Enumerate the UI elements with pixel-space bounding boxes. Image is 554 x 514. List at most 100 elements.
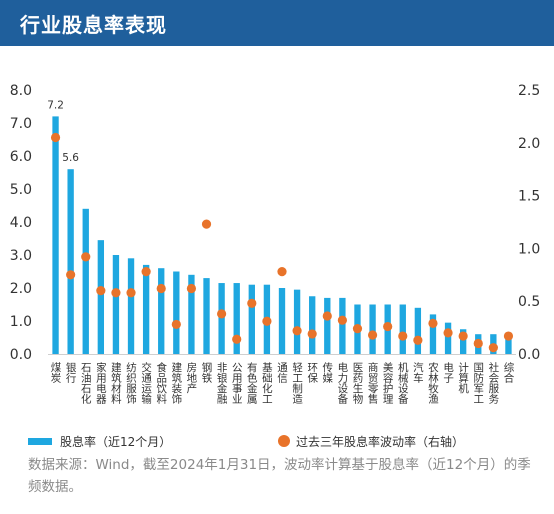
bar xyxy=(459,329,467,354)
x-category-label: 计算机 xyxy=(457,361,469,394)
x-category-label: 轻工制造 xyxy=(291,361,303,404)
x-category-label: 银行 xyxy=(65,361,77,384)
volatility-point xyxy=(383,321,393,332)
volatility-point xyxy=(232,334,242,344)
bar xyxy=(309,296,316,354)
volatility-point xyxy=(413,335,423,345)
legend-dot-label: 过去三年股息率波动率（右轴） xyxy=(296,435,465,449)
header-banner: 行业股息率表现 xyxy=(0,0,554,46)
x-category-label: 家用电器 xyxy=(95,361,107,405)
volatility-point xyxy=(337,315,347,325)
bar xyxy=(399,304,406,354)
volatility-point xyxy=(96,286,106,296)
volatility-point xyxy=(443,328,453,338)
x-category-label: 汽车 xyxy=(412,361,424,384)
page-title: 行业股息率表现 xyxy=(20,13,167,37)
bar xyxy=(142,264,150,354)
volatility-point xyxy=(126,288,136,298)
y-left-tick-label: 4.0 xyxy=(10,215,32,231)
volatility-point xyxy=(398,331,408,341)
bar-data-label: 5.6 xyxy=(62,152,79,164)
volatility-point xyxy=(111,288,121,298)
volatility-point xyxy=(322,311,332,321)
bar xyxy=(82,208,89,354)
volatility-point xyxy=(428,318,438,328)
x-category-label: 美容护理 xyxy=(382,361,394,404)
volatility-point xyxy=(352,324,363,334)
bar xyxy=(203,278,210,354)
y-left-tick-label: 1.0 xyxy=(10,314,32,330)
volatility-point xyxy=(50,132,61,143)
x-category-label: 公用事业 xyxy=(231,362,243,404)
y-right-tick-label: 2.5 xyxy=(518,83,540,99)
volatility-point xyxy=(503,331,514,341)
legend-bar-label: 股息率（近12个月） xyxy=(60,435,172,449)
bar xyxy=(414,307,422,354)
volatility-point xyxy=(186,283,197,294)
x-category-label: 房地产 xyxy=(185,361,197,394)
dividend-yield-chart: 0.0 1.0 2.0 3.0 4.0 5.0 6.0 7.0 8.0 0.0 0.5 1.0 1.5 2… xyxy=(10,83,541,405)
bar xyxy=(112,255,120,354)
bar xyxy=(67,169,74,354)
legend-bar-swatch xyxy=(28,438,52,445)
legend-dot-swatch xyxy=(278,435,290,447)
x-category-label: 电力设备 xyxy=(336,361,348,405)
bar xyxy=(248,284,255,354)
volatility-point xyxy=(307,329,317,339)
x-category-label: 商贸零售 xyxy=(367,361,379,405)
volatility-point xyxy=(171,319,181,330)
x-category-label: 国防军工 xyxy=(472,362,484,404)
y-right-tick-label: 1.0 xyxy=(518,241,540,257)
y-left-tick-label: 8.0 xyxy=(10,83,32,99)
volatility-point xyxy=(81,252,91,262)
volatility-point xyxy=(292,326,302,336)
volatility-point xyxy=(247,298,257,308)
bar-data-label: 7.2 xyxy=(47,99,64,111)
volatility-point xyxy=(277,267,287,277)
x-category-label: 基础化工 xyxy=(261,361,273,404)
bar xyxy=(278,288,286,354)
bar xyxy=(218,283,225,354)
bar xyxy=(158,268,165,354)
bar xyxy=(127,258,135,354)
y-left-tick-label: 7.0 xyxy=(10,116,32,132)
x-category-label: 食品饮料 xyxy=(155,361,167,405)
volatility-point xyxy=(458,331,468,341)
volatility-point xyxy=(367,330,378,340)
volatility-point xyxy=(201,219,212,229)
y-right-tick-label: 0.0 xyxy=(518,347,540,363)
volatility-point xyxy=(66,270,76,280)
bar xyxy=(97,240,105,354)
data-source-footnote: 数据来源：Wind，截至2024年1月31日，波动率计算基于股息率（近12个月）… xyxy=(28,457,531,495)
volatility-point xyxy=(473,338,483,349)
bar xyxy=(173,271,180,354)
y-left-tick-label: 5.0 xyxy=(10,182,32,198)
chart-legend: 股息率（近12个月） 过去三年股息率波动率（右轴） xyxy=(0,430,554,454)
volatility-point xyxy=(488,343,498,353)
x-category-label: 石油石化 xyxy=(80,362,92,405)
x-category-label: 机械设备 xyxy=(397,361,409,405)
x-category-label: 非银金融 xyxy=(216,362,228,405)
volatility-point xyxy=(217,309,227,319)
x-category-label: 电子 xyxy=(442,361,454,383)
y-left-tick-label: 6.0 xyxy=(10,149,32,165)
x-category-label: 建筑装饰 xyxy=(170,361,182,405)
y-left-tick-label: 2.0 xyxy=(10,281,32,297)
x-category-label: 煤炭 xyxy=(50,361,62,384)
x-category-label: 农林牧渔 xyxy=(427,361,439,405)
volatility-point xyxy=(141,267,151,277)
y-left-tick-label: 0.0 xyxy=(10,347,32,363)
y-left-tick-label: 3.0 xyxy=(10,248,32,264)
volatility-point xyxy=(262,316,272,326)
x-category-label: 通信 xyxy=(276,362,288,384)
bar xyxy=(52,116,59,355)
x-category-label: 交通运输 xyxy=(140,361,152,405)
x-category-label: 环保 xyxy=(306,362,318,384)
x-category-label: 传媒 xyxy=(321,362,333,384)
x-category-label: 社会服务 xyxy=(487,361,499,405)
x-category-label: 医药生物 xyxy=(351,362,363,405)
bar xyxy=(429,314,437,354)
x-category-label: 钢铁 xyxy=(201,361,213,384)
bar xyxy=(293,289,301,354)
y-right-tick-label: 2.0 xyxy=(518,136,540,152)
